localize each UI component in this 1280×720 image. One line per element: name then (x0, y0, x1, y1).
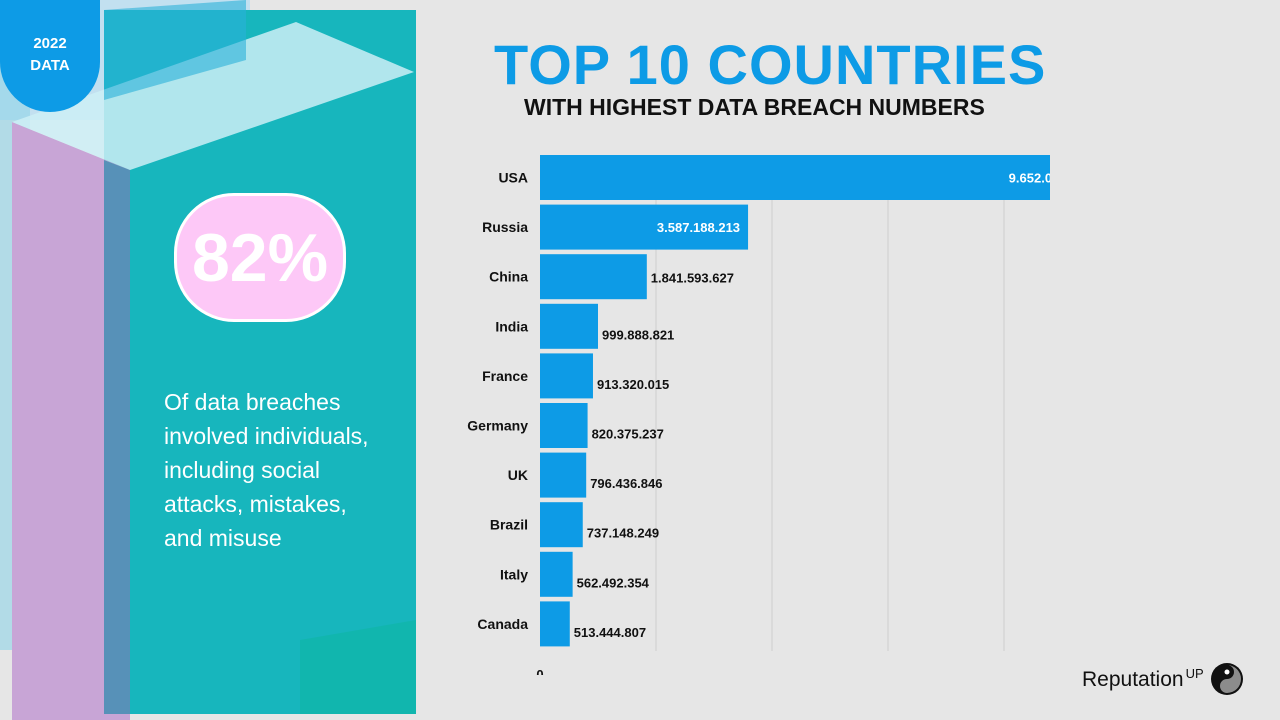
bar-brazil (540, 502, 583, 548)
decorative-background (0, 0, 420, 720)
category-label: Russia (482, 219, 528, 235)
brand-mark-icon (1210, 663, 1243, 695)
bar-russia (540, 204, 749, 250)
badge-year: 2022 (33, 35, 67, 52)
value-label: 3.587.188.213 (657, 220, 740, 235)
category-label: UK (508, 467, 528, 483)
category-label: Italy (500, 566, 528, 582)
bar-canada (540, 601, 570, 647)
category-label: China (489, 269, 528, 285)
stat-value-pill: 82% (174, 193, 346, 322)
category-label: Canada (477, 616, 528, 632)
value-label: 513.444.807 (574, 625, 646, 640)
category-label: Germany (467, 418, 528, 434)
category-label: France (482, 368, 528, 384)
value-label: 999.888.821 (602, 327, 674, 342)
x-tick-label: 0 (536, 667, 543, 675)
page-title: TOP 10 COUNTRIES (494, 33, 1047, 96)
value-label: 1.841.593.627 (651, 271, 734, 286)
bar-usa (540, 155, 1050, 200)
bar-china (540, 254, 647, 300)
value-label: 913.320.015 (597, 377, 669, 392)
value-label: 796.436.846 (590, 476, 662, 491)
badge-label: DATA (30, 57, 70, 74)
bar-germany (540, 403, 588, 448)
stat-value: 82% (191, 219, 329, 296)
category-label: India (495, 318, 528, 334)
bar-uk (540, 452, 587, 498)
brand-logo: Reputation UP (1082, 662, 1244, 696)
category-label: USA (498, 170, 528, 186)
page-subtitle: WITH HIGHEST DATA BREACH NUMBERS (524, 94, 985, 120)
bar-india (540, 303, 598, 349)
value-label: 737.148.249 (587, 526, 659, 541)
stat-description: Of data breaches involved individuals, i… (164, 389, 369, 551)
bar-france (540, 353, 593, 399)
category-label: Brazil (490, 517, 528, 533)
bar-italy (540, 551, 573, 597)
bar-chart: USA 9.652.059.410 Russia 3.587.188.213 China… (467, 155, 1050, 675)
value-label: 820.375.237 (592, 427, 664, 442)
value-label: 562.492.354 (577, 575, 650, 590)
year-badge: 2022 DATA (0, 0, 100, 112)
value-label: 9.652.059.410 (1009, 171, 1050, 186)
brand-name: Reputation UP (1082, 666, 1204, 691)
